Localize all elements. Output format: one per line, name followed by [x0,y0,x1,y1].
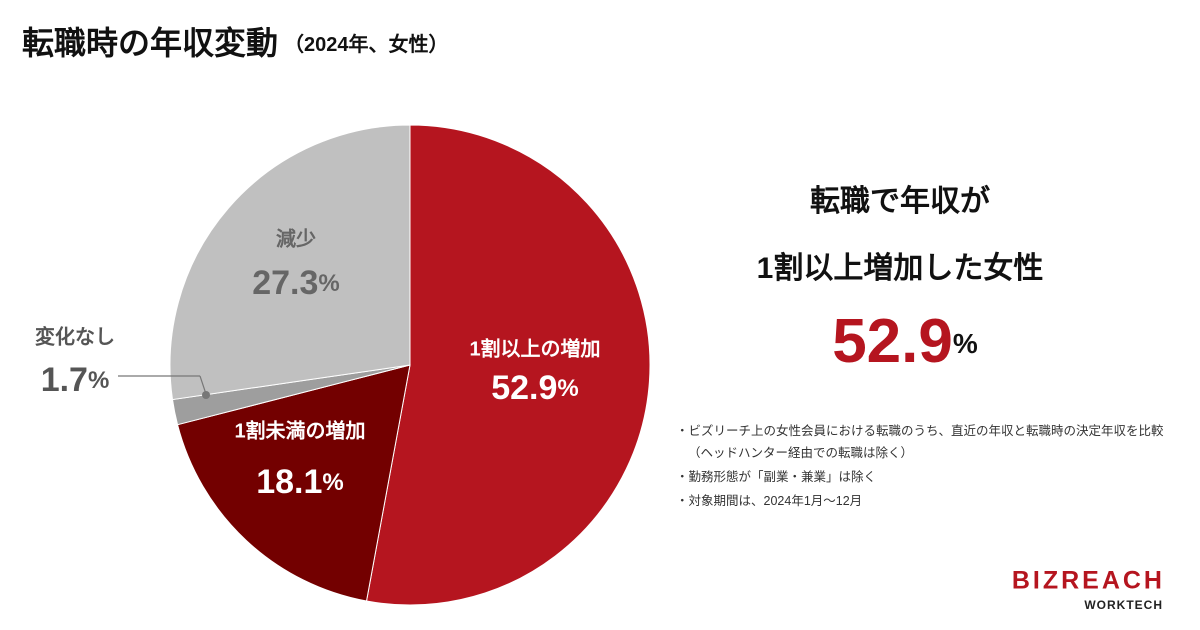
slice-label: 減少 [276,226,316,250]
pie-slice [169,124,411,401]
value-number: 52.9 [491,369,557,407]
value-number: 1.7 [41,361,88,399]
value-unit: % [322,469,343,496]
value-number: 18.1 [256,463,322,501]
slice-value: 27.3% [252,264,340,302]
slice-value: 1.7% [41,361,110,399]
note-text: 勤務形態が「副業・兼業」は除く [688,470,877,484]
logo-brand: BIZREACH [1012,567,1165,595]
pie-slice [365,124,651,606]
value-unit: % [318,270,339,297]
leader-dot [202,391,210,399]
value-unit: % [557,375,578,402]
callout-value: 52.9% [832,307,978,376]
logo-sub: WORKTECH [1084,598,1163,612]
slice-value: 18.1% [256,463,344,501]
note: ・勤務形態が「副業・兼業」は除く [676,470,877,484]
slice-value: 52.9% [491,369,579,407]
note-text: ビズリーチ上の女性会員における転職のうち、直近の年収と転職時の決定年収を比較（ヘ… [688,424,1164,460]
value-number: 27.3 [252,264,318,302]
callout-unit: % [953,328,978,359]
chart-title: 転職時の年収変動 （2024年、女性） [22,25,449,61]
callout-line: 1割以上増加した女性 [757,251,1044,285]
subtitle: （2024年、女性） [284,32,449,56]
value-unit: % [88,367,109,394]
title: 転職時の年収変動 [22,25,278,61]
note: ・ビズリーチ上の女性会員における転職のうち、直近の年収と転職時の決定年収を比較（… [676,424,1164,460]
note: ・対象期間は、2024年1月～12月 [676,494,863,508]
callout-line: 転職で年収が [810,184,990,218]
slice-label: 変化なし [35,324,115,348]
slice-label: 1割未満の増加 [234,418,365,442]
note-text: 対象期間は、2024年1月～12月 [688,494,863,508]
slice-label: 1割以上の増加 [469,336,600,360]
leader-line [199,375,207,395]
pie [169,124,651,606]
pie-slice [176,364,411,602]
callout-number: 52.9 [832,307,953,376]
